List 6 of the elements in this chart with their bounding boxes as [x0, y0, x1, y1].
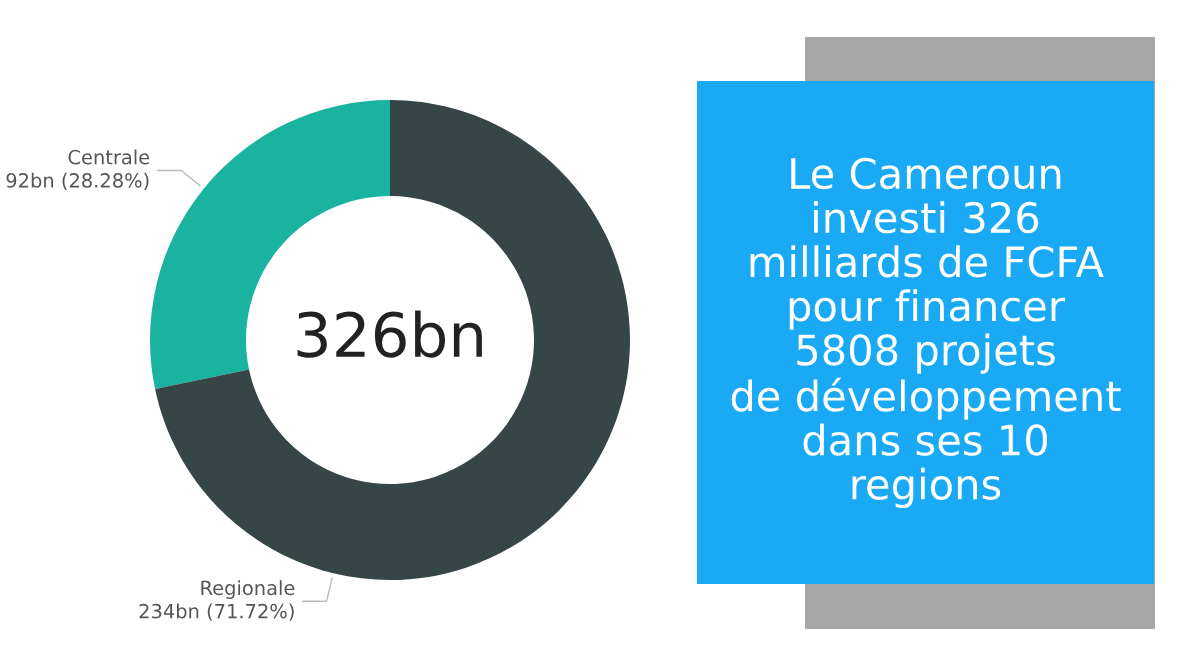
text: 326bn: [297, 310, 482, 358]
text: Le Cameroun investi 326 milliards de FCFA pour financer 5808 projets de développement dans ses 10 regions: [731, 157, 1121, 509]
data-label: 92bn (28.28%): [6, 172, 149, 191]
slice-label: Regionale: [201, 580, 295, 599]
data-label: 234bn (71.72%): [139, 603, 294, 621]
slice-label: Centrale: [68, 149, 150, 165]
